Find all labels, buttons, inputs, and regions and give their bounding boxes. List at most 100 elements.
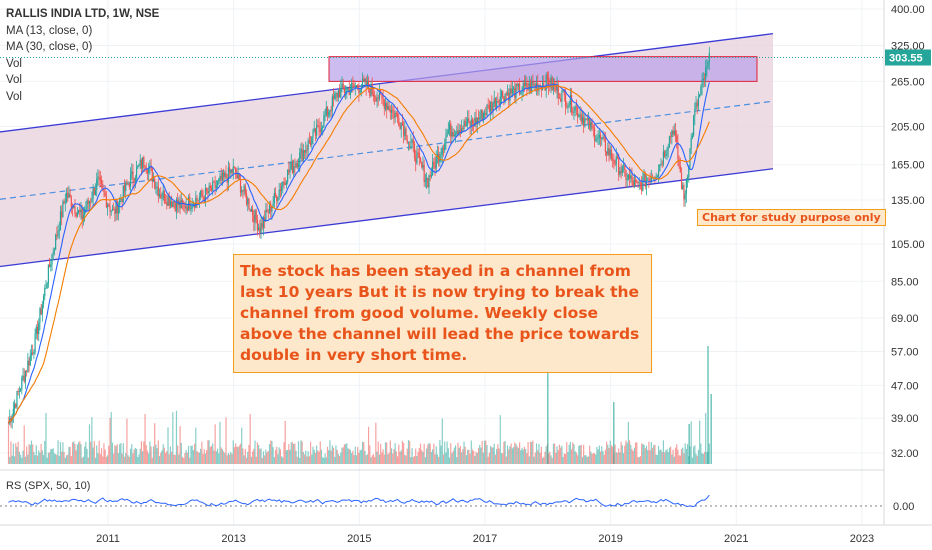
candle-body [422,164,424,168]
price-tick-label: 135.00 [891,195,925,207]
candle-body [508,92,510,101]
candle-body [637,182,639,183]
legend-ma13[interactable]: MA (13, close, 0) [6,24,93,37]
volume-bar [87,457,89,464]
volume-bar [104,449,106,464]
candle-body [212,181,214,191]
volume-bar [621,445,623,464]
candle-body [608,148,610,156]
candle-body [452,132,454,137]
volume-bar [53,453,56,464]
candle-body [337,90,339,98]
candle-body [540,85,542,91]
volume-bar [302,451,304,464]
candle-body [105,196,107,208]
volume-bar [482,452,484,464]
time-tick-label: 2013 [221,533,245,545]
volume-bar [566,442,568,464]
candle-body [58,230,60,231]
candle-body [671,130,673,138]
volume-bar [309,441,312,464]
candle-body [171,201,173,207]
candle-body [364,78,366,81]
volume-bar [210,445,213,464]
volume-bar [200,448,202,464]
candle-body [468,118,470,122]
volume-bar [533,456,535,464]
volume-bar [185,449,187,464]
candle-body [627,174,629,180]
volume-bar [405,455,407,464]
volume-bar [358,452,360,464]
candle-body [104,192,106,197]
candle-body [161,197,163,199]
candle-body [146,169,149,174]
candle-body [551,77,553,90]
candle-body [528,82,530,90]
volume-bar [468,449,470,464]
candle-body [121,198,123,203]
volume-bar [79,441,81,464]
volume-bar [404,454,406,464]
volume-bar [122,443,124,464]
volume-bar [134,447,136,464]
candle-body [604,139,607,152]
volume-bar [389,440,391,464]
volume-bar [63,452,65,464]
volume-bar [276,446,278,464]
candle-body [218,178,220,182]
volume-bar [90,441,92,464]
volume-bar [59,442,62,464]
candle-body [197,199,199,201]
volume-bar [50,449,52,464]
candle-body [568,104,570,106]
candle-body [464,120,466,126]
volume-bar [490,446,492,464]
volume-bar [94,457,97,464]
volume-bar [45,413,47,464]
volume-bar [541,457,544,464]
candle-body [525,82,527,86]
candle-body [434,164,436,169]
candle-body [33,352,35,354]
candle-body [92,187,94,199]
candle-body [560,98,562,102]
volume-bar [67,454,69,464]
rs-pane: RS (SPX, 50, 10) [0,469,884,508]
volume-bar [676,444,678,464]
volume-bar [668,447,671,464]
volume-bar [601,446,603,464]
candle-body [372,93,375,97]
candle-body [676,135,678,143]
candle-body [413,143,416,158]
legend-vol-3[interactable]: Vol [6,90,22,103]
candle-body [533,84,535,86]
volume-bar [216,448,219,464]
legend-vol-1[interactable]: Vol [6,57,22,70]
candle-body [562,90,564,91]
candle-body [444,143,446,150]
legend-vol-2[interactable]: Vol [6,74,22,86]
candle-body [659,164,661,172]
volume-bar [326,446,329,464]
candle-body [264,217,266,222]
candle-body [615,156,617,165]
candle-body [96,179,98,190]
legend-ma30[interactable]: MA (30, close, 0) [6,41,93,53]
candle-body [441,148,443,155]
candle-body [411,139,413,142]
volume-bar [168,454,170,464]
candle-body [244,185,246,194]
volume-bar [567,452,569,464]
volume-bar [471,449,474,464]
volume-bar [383,454,385,464]
volume-bar [42,454,45,464]
volume-bar [84,446,86,464]
candle-body [645,179,648,187]
volume-bar [463,441,465,464]
candle-body [377,97,379,99]
volume-bar [117,453,120,464]
candle-body [404,128,406,136]
volume-bar [52,448,54,464]
